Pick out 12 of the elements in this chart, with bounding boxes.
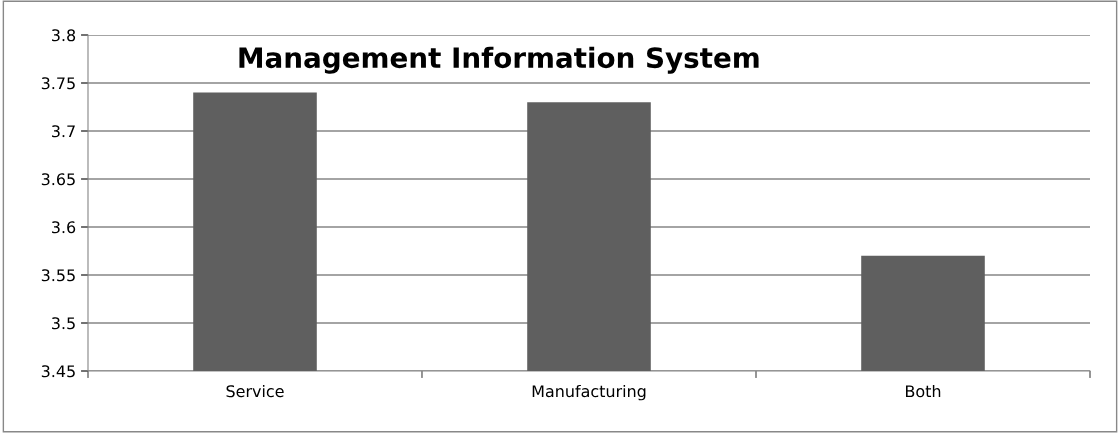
x-tick-label: Manufacturing bbox=[532, 384, 646, 401]
y-tick-label: 3.6 bbox=[52, 221, 76, 234]
y-tick-label: 3.5 bbox=[52, 317, 75, 330]
y-tick-label: 3.65 bbox=[41, 173, 75, 186]
y-tick-label: 3.7 bbox=[52, 125, 75, 138]
y-tick-label: 3.45 bbox=[41, 365, 75, 378]
x-tick-label: Service bbox=[226, 384, 284, 398]
y-tick-label: 3.8 bbox=[52, 29, 76, 42]
chart-title: Management Information System bbox=[239, 46, 759, 74]
x-tick-label: Both bbox=[906, 384, 941, 398]
y-tick-label: 3.55 bbox=[41, 269, 75, 282]
y-tick-label: 3.75 bbox=[41, 77, 75, 90]
